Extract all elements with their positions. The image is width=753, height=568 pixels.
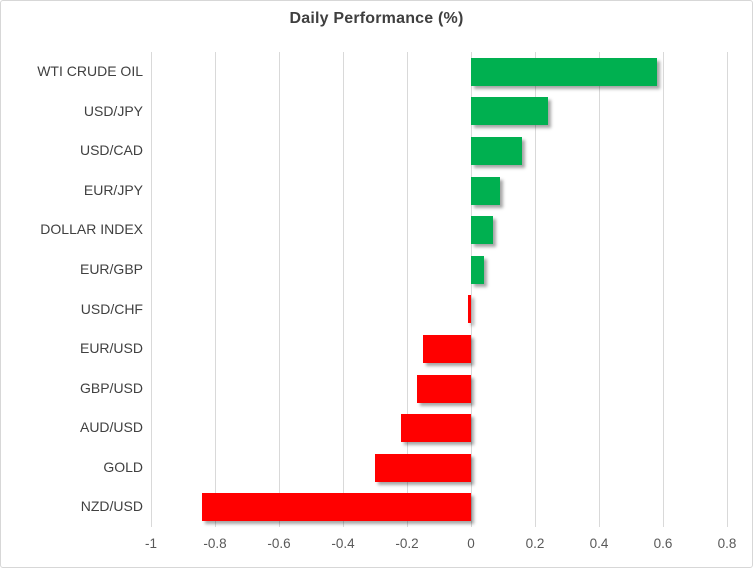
x-tick-label: -0.6 (267, 536, 291, 551)
x-tick-label: 0.2 (525, 536, 545, 551)
category-label-gbp-usd: GBP/USD (79, 379, 143, 396)
category-label-gold: GOLD (103, 458, 143, 475)
gridline (663, 52, 664, 527)
category-label-wti-crude-oil: WTI CRUDE OIL (37, 63, 143, 79)
bar-gbp-usd (416, 374, 471, 403)
category-label-usd-jpy: USD/JPY (83, 102, 143, 119)
bar-wti-crude-oil (471, 57, 657, 86)
x-tick-label: -0.8 (203, 536, 227, 551)
gridline (151, 52, 152, 527)
bar-eur-gbp (471, 255, 484, 284)
category-label-nzd-usd: NZD/USD (80, 498, 143, 515)
category-label-eur-jpy: EUR/JPY (83, 181, 143, 198)
bar-nzd-usd (202, 493, 471, 522)
gridline (215, 52, 216, 527)
gridline (599, 52, 600, 527)
x-tick-label: 0.6 (653, 536, 673, 551)
category-label-eur-usd: EUR/USD (79, 340, 143, 357)
bar-usd-cad (471, 137, 523, 165)
x-tick-label: -1 (144, 536, 157, 551)
gridline (727, 52, 728, 527)
category-label-aud-usd: AUD/USD (79, 419, 143, 436)
category-label-usd-cad: USD/CAD (79, 142, 143, 159)
gridline (535, 52, 536, 527)
x-tick-label: 0.4 (589, 536, 609, 551)
x-tick-label: -0.4 (331, 536, 355, 551)
bar-eur-jpy (471, 176, 500, 205)
gridline (471, 52, 472, 527)
bar-usd-chf (467, 295, 471, 324)
gridline (407, 52, 408, 527)
gridline (279, 52, 280, 527)
gridline (343, 52, 344, 527)
chart-title: Daily Performance (%) (289, 10, 464, 27)
bar-eur-usd (423, 334, 471, 363)
category-label-usd-chf: USD/CHF (80, 300, 143, 317)
x-tick-label: 0.8 (717, 536, 737, 551)
category-label-eur-gbp: EUR/GBP (79, 260, 143, 277)
category-label-dollar-index: DOLLAR INDEX (40, 221, 143, 238)
bar-dollar-index (471, 216, 494, 245)
bar-gold (375, 453, 471, 482)
x-tick-label: 0 (467, 536, 475, 551)
bar-usd-jpy (471, 97, 548, 126)
bar-aud-usd (400, 414, 471, 442)
x-tick-label: -0.2 (395, 536, 419, 551)
